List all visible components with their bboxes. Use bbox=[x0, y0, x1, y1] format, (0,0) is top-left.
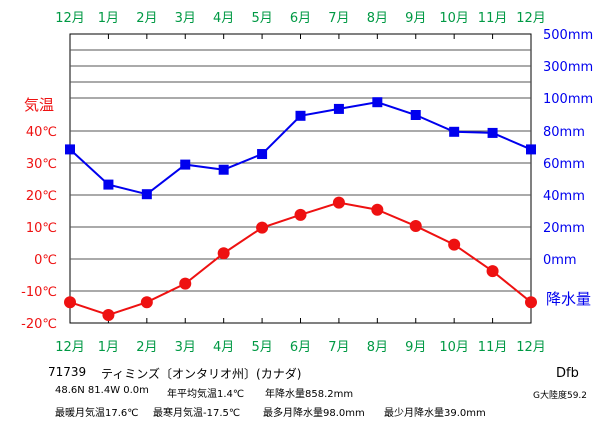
month-label-top-9: 9月 bbox=[405, 11, 426, 26]
month-label-bottom-2: 2月 bbox=[136, 340, 157, 355]
precip-tick-label-5: 100mm bbox=[543, 92, 593, 107]
month-label-top-10: 10月 bbox=[439, 11, 469, 26]
temperature-point-6 bbox=[294, 208, 307, 221]
month-label-bottom-11: 11月 bbox=[478, 340, 508, 355]
climate-class: Dfb bbox=[556, 366, 579, 381]
month-label-bottom-10: 10月 bbox=[439, 340, 469, 355]
month-label-top-12: 12月 bbox=[516, 11, 546, 26]
precipitation-point-11 bbox=[487, 127, 498, 138]
temp-tick-label-3: 10℃ bbox=[26, 221, 57, 236]
coldest-month-temp: 最寒月気温-17.5℃ bbox=[153, 408, 241, 419]
month-label-bottom-9: 9月 bbox=[405, 340, 426, 355]
temperature-point-12 bbox=[525, 296, 537, 309]
month-label-top-6: 6月 bbox=[290, 11, 311, 26]
precip-tick-label-7: 500mm bbox=[543, 28, 593, 43]
month-label-top-11: 11月 bbox=[478, 11, 508, 26]
temperature-point-9 bbox=[409, 220, 422, 233]
precipitation-point-12 bbox=[526, 144, 536, 155]
month-label-top-1: 1月 bbox=[98, 11, 119, 26]
temperature-point-2 bbox=[140, 296, 153, 309]
temperature-point-11 bbox=[486, 265, 499, 278]
annual-precip: 年降水量858.2mm bbox=[265, 389, 354, 400]
precipitation-point-5 bbox=[257, 149, 268, 160]
month-label-bottom-12: 12月 bbox=[516, 340, 546, 355]
month-label-top-4: 4月 bbox=[213, 11, 234, 26]
annual-mean-temp: 年平均気温1.4℃ bbox=[167, 389, 245, 400]
precipitation-point-8 bbox=[372, 97, 383, 108]
temp-tick-label-6: -20℃ bbox=[21, 317, 57, 332]
month-label-bottom-5: 5月 bbox=[251, 340, 272, 355]
month-label-bottom-3: 3月 bbox=[175, 340, 196, 355]
precipitation-point-4 bbox=[218, 164, 229, 175]
precipitation-point-0 bbox=[65, 144, 75, 155]
temperature-point-1 bbox=[102, 309, 115, 321]
month-label-bottom-6: 6月 bbox=[290, 340, 311, 355]
station-name: ティミンズ〔オンタリオ州〕(カナダ) bbox=[101, 367, 302, 381]
warmest-month-temp: 最暖月気温17.6℃ bbox=[55, 408, 139, 419]
month-label-bottom-1: 1月 bbox=[98, 340, 119, 355]
temperature-point-5 bbox=[256, 221, 269, 234]
temp-tick-label-4: 0℃ bbox=[34, 253, 57, 268]
temperature-point-10 bbox=[448, 238, 461, 251]
temperature-point-0 bbox=[64, 296, 76, 309]
precip-tick-label-2: 40mm bbox=[543, 189, 585, 204]
temp-tick-label-0: 40℃ bbox=[26, 125, 57, 140]
temp-tick-label-1: 30℃ bbox=[26, 157, 57, 172]
temperature-point-8 bbox=[371, 203, 384, 216]
month-label-bottom-7: 7月 bbox=[328, 340, 349, 355]
month-label-bottom-8: 8月 bbox=[367, 340, 388, 355]
precip-tick-label-4: 80mm bbox=[543, 125, 585, 140]
precipitation-point-3 bbox=[180, 159, 191, 170]
month-label-top-2: 2月 bbox=[136, 11, 157, 26]
plot-frame bbox=[69, 33, 532, 324]
month-label-top-8: 8月 bbox=[367, 11, 388, 26]
month-label-top-3: 3月 bbox=[175, 11, 196, 26]
precipitation-point-2 bbox=[141, 189, 152, 200]
station-coords: 48.6N 81.4W 0.0m bbox=[55, 385, 149, 396]
precipitation-point-1 bbox=[103, 179, 114, 190]
temperature-point-7 bbox=[332, 196, 345, 209]
temp-tick-label-2: 20℃ bbox=[26, 189, 57, 204]
wettest-month-precip: 最多月降水量98.0mm bbox=[263, 408, 365, 419]
month-label-top-7: 7月 bbox=[328, 11, 349, 26]
precip-tick-label-0: 0mm bbox=[543, 253, 577, 268]
month-label-top-0: 12月 bbox=[55, 11, 85, 26]
precipitation-point-6 bbox=[295, 110, 306, 121]
precip-tick-label-1: 20mm bbox=[543, 221, 585, 236]
temperature-axis-title: 気温 bbox=[24, 96, 54, 114]
precipitation-point-7 bbox=[333, 103, 344, 114]
precipitation-point-10 bbox=[449, 126, 460, 137]
precipitation-axis-title: 降水量 bbox=[546, 290, 591, 308]
precip-tick-label-3: 60mm bbox=[543, 157, 585, 172]
temp-tick-label-5: -10℃ bbox=[21, 285, 57, 300]
month-label-top-5: 5月 bbox=[251, 11, 272, 26]
station-id: 71739 bbox=[48, 365, 87, 379]
continentality-index: G大陸度59.2 bbox=[533, 391, 588, 401]
temperature-point-4 bbox=[217, 247, 230, 260]
month-label-bottom-4: 4月 bbox=[213, 340, 234, 355]
temperature-point-3 bbox=[179, 277, 192, 290]
driest-month-precip: 最少月降水量39.0mm bbox=[384, 408, 486, 419]
month-label-bottom-0: 12月 bbox=[55, 340, 85, 355]
precip-tick-label-6: 300mm bbox=[543, 60, 593, 75]
precipitation-point-9 bbox=[410, 110, 421, 120]
